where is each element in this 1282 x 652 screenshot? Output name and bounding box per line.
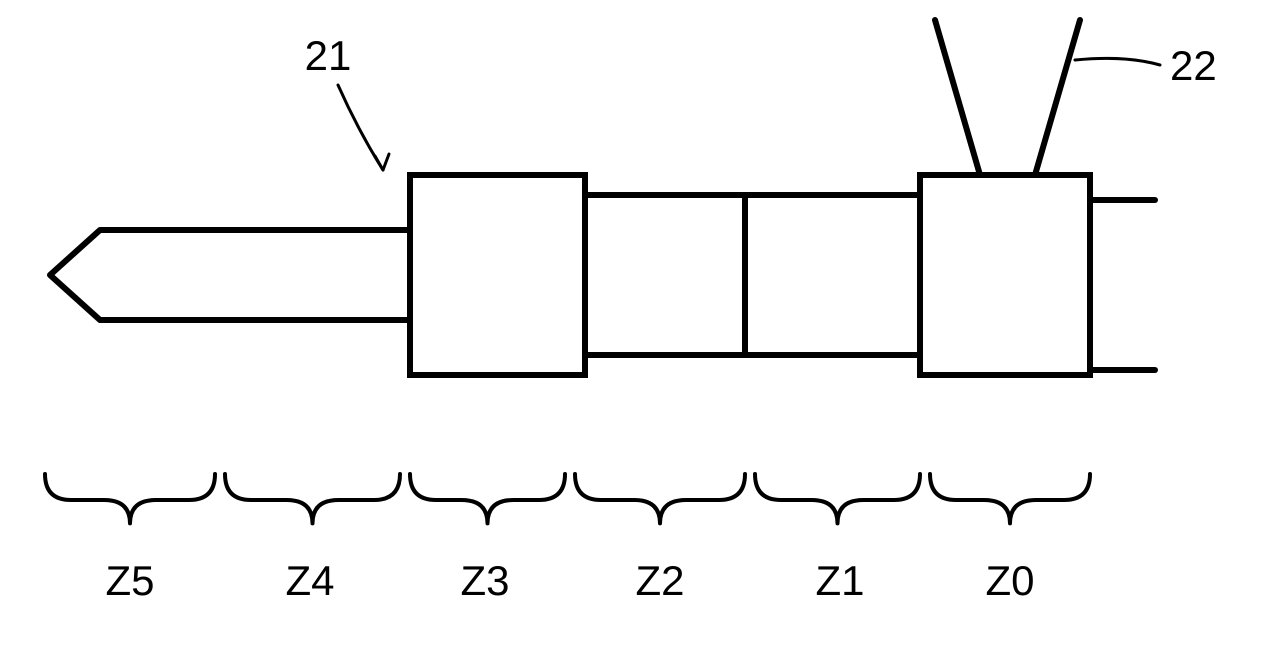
segment-z1: [745, 195, 920, 355]
zone-label-Z2: Z2: [635, 557, 684, 604]
tip-shaft: [50, 230, 410, 320]
zone-brace-Z3: [410, 474, 565, 523]
zone-brace-Z0: [930, 474, 1090, 523]
zone-brace-Z1: [755, 474, 920, 523]
zone-label-Z4: Z4: [285, 557, 334, 604]
block-z3: [410, 175, 585, 375]
callout-22-leader: [1075, 58, 1160, 65]
callout-22-text: 22: [1170, 42, 1217, 89]
zone-label-Z5: Z5: [105, 557, 154, 604]
hopper-block: [920, 175, 1090, 375]
segment-z2: [585, 195, 745, 355]
callout-21-text: 21: [305, 32, 352, 79]
zone-brace-Z4: [225, 474, 400, 523]
zone-label-Z3: Z3: [460, 557, 509, 604]
callout-21-arrow: [375, 154, 389, 170]
zone-label-Z0: Z0: [985, 557, 1034, 604]
zone-brace-Z5: [45, 474, 215, 523]
zone-brace-Z2: [575, 474, 745, 523]
hopper-right: [1035, 20, 1080, 175]
hopper-left: [935, 20, 980, 175]
diagram-canvas: 21 22 Z5 Z4 Z3 Z2 Z1 Z0: [0, 0, 1282, 652]
zone-label-Z1: Z1: [815, 557, 864, 604]
